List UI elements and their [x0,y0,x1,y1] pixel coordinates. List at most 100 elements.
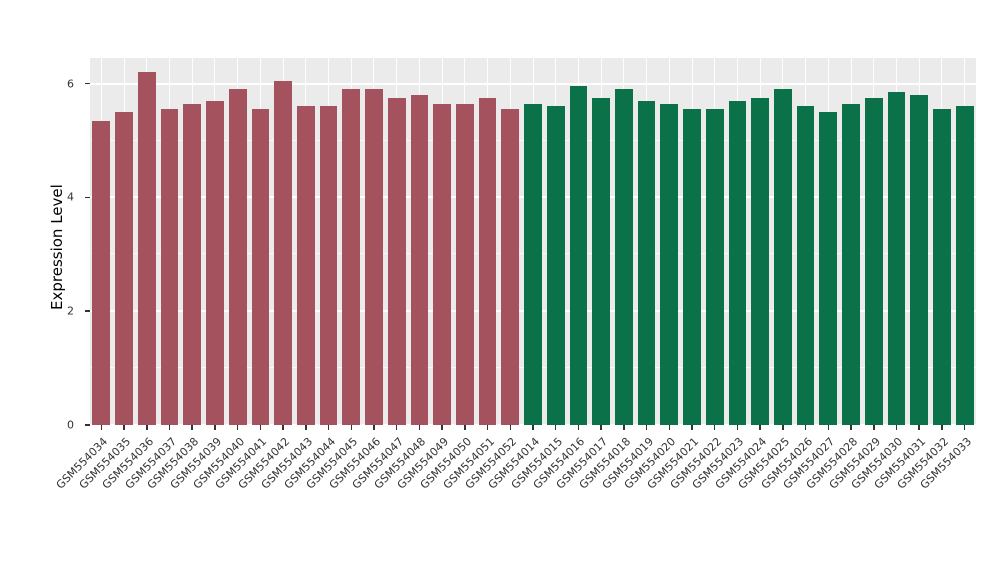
bar-slot [885,58,908,425]
bar-GSM554016 [569,86,588,425]
bars-container [90,58,976,425]
bar-slot [794,58,817,425]
bar-slot [522,58,545,425]
x-tick-mark [418,425,421,430]
bar-slot [385,58,408,425]
bar-slot [204,58,227,425]
bar-GSM554022 [705,109,724,425]
x-tick-mark [259,425,262,430]
bar-slot [726,58,749,425]
bar-GSM554029 [864,97,883,425]
bar-slot [635,58,658,425]
x-tick-mark [191,425,193,430]
y-tick-mark [85,196,90,199]
bar-slot [249,58,272,425]
bar-GSM554023 [728,100,747,425]
x-tick-mark [282,425,284,430]
x-tick-mark [759,425,761,430]
bar-slot [681,58,704,425]
bar-slot [408,58,431,425]
bar-slot [272,58,295,425]
bar-GSM554019 [637,100,656,425]
x-tick-mark [827,425,830,430]
bar-GSM554030 [887,92,906,425]
x-tick-mark [600,425,602,430]
x-tick-mark [736,425,739,430]
bar-slot [90,58,113,425]
bar-slot [476,58,499,425]
bar-slot [590,58,613,425]
bar-GSM554037 [160,109,179,425]
bar-slot [317,58,340,425]
y-tick-label: 0 [67,418,74,432]
x-tick-mark [236,425,239,430]
bar-slot [772,58,795,425]
bar-slot [908,58,931,425]
bar-GSM554027 [819,112,838,425]
bar-slot [544,58,567,425]
y-tick-mark [85,310,90,312]
bar-GSM554047 [387,97,406,425]
x-tick-mark [509,425,512,430]
bar-GSM554017 [592,97,611,425]
x-tick-mark [327,425,330,430]
bar-slot [703,58,726,425]
bar-GSM554015 [546,106,565,425]
x-tick-mark [691,425,693,430]
bar-slot [226,58,249,425]
x-tick-mark [373,425,375,430]
bar-GSM554042 [274,80,292,425]
bar-GSM554048 [410,95,429,425]
x-tick-mark [963,425,966,430]
x-tick-mark [850,425,852,430]
bar-GSM554028 [842,103,860,425]
bar-slot [340,58,363,425]
bar-slot [840,58,863,425]
bar-GSM554033 [955,106,974,425]
x-tick-mark [168,425,171,430]
y-tick-mark [85,424,90,426]
x-tick-mark [305,425,307,430]
bar-GSM554031 [910,95,929,425]
bar-GSM554026 [796,106,815,425]
y-tick-label: 2 [67,304,74,318]
y-tick-label: 6 [67,77,74,91]
bar-slot [931,58,954,425]
bar-slot [862,58,885,425]
bar-slot [135,58,158,425]
y-axis: 0 2 4 6 [0,58,84,431]
x-tick-mark [464,425,466,430]
bar-slot [658,58,681,425]
x-tick-mark [100,425,103,430]
y-tick-label: 4 [67,190,74,204]
bar-slot [499,58,522,425]
bar-GSM554036 [137,72,156,425]
x-tick-mark [395,425,398,430]
x-tick-mark [123,425,125,430]
bar-GSM554025 [774,89,792,425]
bar-slot [158,58,181,425]
bar-GSM554020 [660,103,679,425]
bar-slot [953,58,976,425]
x-tick-mark [350,425,352,430]
bar-GSM554032 [933,109,951,425]
bar-slot [749,58,772,425]
y-tick-mark [85,82,90,85]
x-tick-mark [782,425,784,430]
bar-slot [454,58,477,425]
x-tick-mark [713,425,716,430]
bar-GSM554043 [296,106,315,425]
x-tick-mark [873,425,875,430]
bar-GSM554021 [683,109,701,425]
bar-GSM554018 [615,89,633,425]
bar-GSM554052 [501,109,520,425]
x-tick-mark [577,425,580,430]
x-tick-mark [214,425,216,430]
x-tick-mark [441,425,443,430]
bar-GSM554024 [751,97,770,425]
bar-GSM554049 [433,103,451,425]
x-tick-mark [623,425,625,430]
bar-GSM554034 [92,120,111,425]
bar-GSM554014 [524,103,542,425]
